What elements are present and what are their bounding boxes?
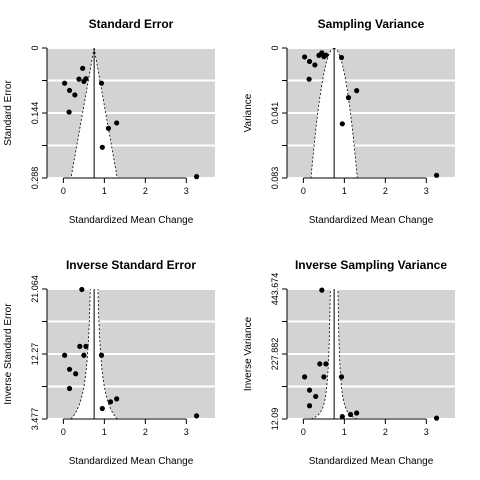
data-point-9 [354, 410, 359, 415]
data-point-11 [100, 406, 105, 411]
data-point-12 [434, 173, 439, 178]
y-tick-label-2: 227.882 [270, 338, 280, 371]
data-point-7 [73, 371, 78, 376]
x-axis-label: Standardized Mean Change [69, 456, 194, 467]
data-point-8 [307, 77, 312, 82]
x-axis-label: Standardized Mean Change [69, 215, 194, 226]
data-point-0 [62, 81, 67, 86]
x-tick-label-3: 3 [184, 427, 189, 437]
x-tick-label-1: 1 [342, 186, 347, 196]
x-axis-label: Standardized Mean Change [309, 456, 434, 467]
x-tick-label-1: 1 [102, 427, 107, 437]
y-tick-label-0: 0 [270, 45, 280, 50]
data-point-2 [83, 344, 88, 349]
data-point-6 [323, 53, 328, 58]
data-point-6 [307, 388, 312, 393]
data-point-1 [307, 59, 312, 64]
data-point-6 [67, 367, 72, 372]
data-point-4 [80, 66, 85, 71]
chart-title: Inverse Standard Error [66, 258, 196, 272]
y-tick-label-0: 3.477 [30, 408, 40, 431]
chart-title: Inverse Sampling Variance [295, 258, 447, 272]
data-point-2 [323, 361, 328, 366]
y-axis-label: Inverse Variance [243, 316, 254, 391]
data-point-4 [321, 374, 326, 379]
data-point-6 [83, 76, 88, 81]
y-tick-label-0: 0 [30, 45, 40, 50]
x-tick-label-3: 3 [424, 186, 429, 196]
data-point-3 [76, 77, 81, 82]
x-axis-label: Standardized Mean Change [309, 215, 434, 226]
data-point-10 [354, 88, 359, 93]
data-point-1 [77, 344, 82, 349]
x-tick-label-0: 0 [301, 186, 306, 196]
y-tick-label-4: 0.288 [30, 167, 40, 190]
data-point-12 [194, 174, 199, 179]
x-tick-label-0: 0 [301, 427, 306, 437]
y-tick-label-2: 12.27 [30, 343, 40, 366]
data-point-12 [434, 416, 439, 421]
data-point-10 [108, 399, 113, 404]
data-point-7 [99, 81, 104, 86]
data-point-9 [114, 396, 119, 401]
y-tick-label-2: 0.041 [270, 102, 280, 125]
panel-1: 0 1 2 3 0 0.144 0.288 Standard Error Standardize… [3, 17, 215, 226]
panel-2: 0 1 2 3 0 0.041 0.083 Sampling Variance Standard… [243, 17, 455, 226]
data-point-8 [67, 386, 72, 391]
x-tick-label-2: 2 [143, 427, 148, 437]
data-point-5 [339, 374, 344, 379]
data-point-11 [340, 121, 345, 126]
data-point-0 [79, 287, 84, 292]
x-tick-label-3: 3 [184, 186, 189, 196]
data-point-7 [339, 55, 344, 60]
y-tick-label-4: 21.064 [30, 275, 40, 303]
y-tick-label-4: 443.674 [270, 273, 280, 306]
x-tick-label-0: 0 [61, 186, 66, 196]
x-tick-label-2: 2 [383, 427, 388, 437]
y-tick-label-0: 12.09 [270, 408, 280, 431]
x-tick-label-3: 3 [424, 427, 429, 437]
x-tick-label-1: 1 [342, 427, 347, 437]
data-point-8 [67, 109, 72, 114]
x-tick-label-1: 1 [102, 186, 107, 196]
data-point-0 [302, 54, 307, 59]
data-point-4 [81, 353, 86, 358]
data-point-9 [106, 126, 111, 131]
data-point-2 [312, 62, 317, 67]
y-axis-label: Inverse Standard Error [3, 303, 14, 405]
data-point-3 [62, 353, 67, 358]
panel-4: 0 1 2 3 12.09 227.882 443.674 Inverse Sampling … [243, 258, 455, 467]
data-point-1 [317, 361, 322, 366]
data-point-7 [313, 394, 318, 399]
x-tick-label-2: 2 [383, 186, 388, 196]
data-point-5 [99, 353, 104, 358]
data-point-3 [302, 374, 307, 379]
data-point-0 [319, 288, 324, 293]
data-point-1 [67, 88, 72, 93]
data-point-11 [100, 145, 105, 150]
panel-3: 0 1 2 3 3.477 12.27 21.064 Inverse Standard Err… [3, 258, 215, 467]
x-tick-label-0: 0 [61, 427, 66, 437]
data-point-12 [194, 413, 199, 418]
data-point-9 [346, 95, 351, 100]
chart-title: Standard Error [89, 17, 174, 31]
data-point-10 [114, 120, 119, 125]
chart-title: Sampling Variance [318, 17, 425, 31]
data-point-11 [340, 414, 345, 419]
data-point-2 [72, 92, 77, 97]
y-tick-label-2: 0.144 [30, 102, 40, 125]
y-axis-label: Standard Error [3, 80, 14, 146]
y-axis-label: Variance [243, 93, 254, 132]
x-tick-label-2: 2 [143, 186, 148, 196]
y-tick-label-4: 0.083 [270, 167, 280, 190]
data-point-10 [348, 412, 353, 417]
data-point-8 [307, 403, 312, 408]
